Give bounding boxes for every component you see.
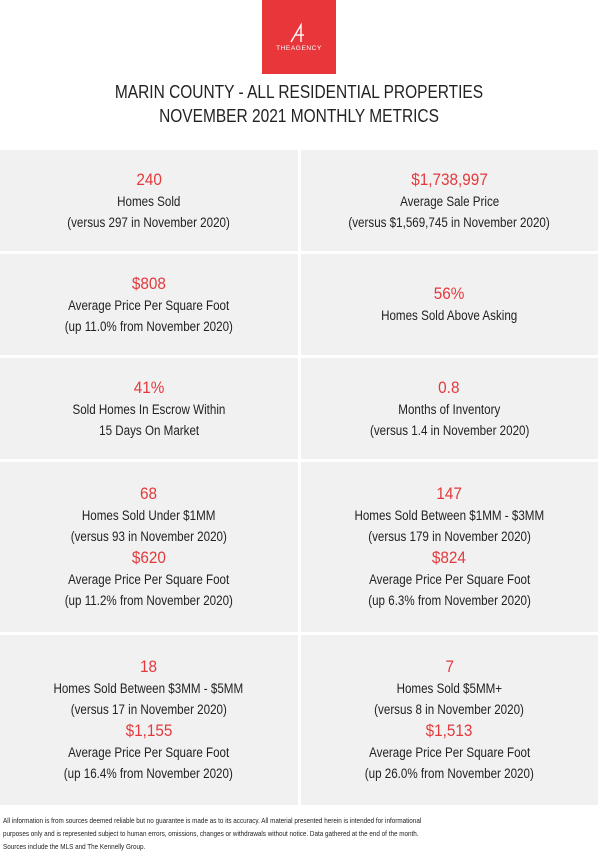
agency-logo-mark-icon: [288, 22, 310, 44]
between-3-5mm-card: 18 Homes Sold Between $3MM - $5MM (versu…: [0, 635, 298, 805]
avg-ppsf-note: (up 11.0% from November 2020): [65, 316, 233, 337]
disclaimer: All information is from sources deemed r…: [3, 814, 531, 853]
avg-sale-price-label: Average Sale Price: [400, 191, 499, 212]
avg-ppsf-card: $808 Average Price Per Square Foot (up 1…: [0, 254, 298, 355]
page-title: MARIN COUNTY - ALL RESIDENTIAL PROPERTIE…: [42, 80, 556, 128]
avg-sale-price-note: (versus $1,569,745 in November 2020): [349, 212, 550, 233]
over-5mm-ppsf-value: $1,513: [426, 720, 473, 742]
between-3-5mm-ppsf-value: $1,155: [125, 720, 172, 742]
metrics-grid: 240 Homes Sold (versus 297 in November 2…: [0, 150, 598, 808]
over-5mm-card: 7 Homes Sold $5MM+ (versus 8 in November…: [298, 635, 598, 805]
escrow-label-line2: 15 Days On Market: [99, 420, 199, 441]
above-asking-card: 56% Homes Sold Above Asking: [298, 254, 598, 355]
between-1-3mm-value: 147: [436, 483, 462, 505]
disclaimer-line3: Sources include the MLS and The Kennelly…: [3, 840, 531, 853]
inventory-value: 0.8: [439, 377, 460, 399]
between-1-3mm-ppsf-note: (up 6.3% from November 2020): [368, 590, 531, 611]
escrow-card: 41% Sold Homes In Escrow Within 15 Days …: [0, 358, 298, 459]
avg-sale-price-card: $1,738,997 Average Sale Price (versus $1…: [298, 150, 598, 251]
between-1-3mm-ppsf-label: Average Price Per Square Foot: [369, 569, 530, 590]
under-1mm-card: 68 Homes Sold Under $1MM (versus 93 in N…: [0, 462, 298, 632]
over-5mm-ppsf-label: Average Price Per Square Foot: [369, 742, 530, 763]
homes-sold-label: Homes Sold: [117, 191, 180, 212]
homes-sold-card: 240 Homes Sold (versus 297 in November 2…: [0, 150, 298, 251]
between-1-3mm-note: (versus 179 in November 2020): [368, 526, 531, 547]
metrics-row-4: 68 Homes Sold Under $1MM (versus 93 in N…: [0, 462, 598, 635]
over-5mm-note: (versus 8 in November 2020): [374, 699, 524, 720]
between-3-5mm-value: 18: [140, 656, 157, 678]
between-1-3mm-ppsf-value: $824: [432, 547, 466, 569]
under-1mm-value: 68: [140, 483, 157, 505]
metrics-row-3: 41% Sold Homes In Escrow Within 15 Days …: [0, 358, 598, 462]
between-3-5mm-note: (versus 17 in November 2020): [71, 699, 227, 720]
under-1mm-ppsf-value: $620: [132, 547, 166, 569]
agency-logo-text: THEAGENCY: [276, 45, 322, 52]
inventory-note: (versus 1.4 in November 2020): [370, 420, 529, 441]
escrow-value: 41%: [133, 377, 164, 399]
under-1mm-note: (versus 93 in November 2020): [71, 526, 227, 547]
above-asking-label: Homes Sold Above Asking: [381, 305, 517, 326]
homes-sold-note: (versus 297 in November 2020): [67, 212, 230, 233]
over-5mm-value: 7: [445, 656, 454, 678]
inventory-card: 0.8 Months of Inventory (versus 1.4 in N…: [298, 358, 598, 459]
between-3-5mm-label: Homes Sold Between $3MM - $5MM: [54, 678, 244, 699]
agency-logo: THEAGENCY: [262, 0, 336, 74]
above-asking-value: 56%: [434, 283, 465, 305]
metrics-row-5: 18 Homes Sold Between $3MM - $5MM (versu…: [0, 635, 598, 808]
homes-sold-value: 240: [136, 169, 162, 191]
avg-sale-price-value: $1,738,997: [411, 169, 488, 191]
under-1mm-ppsf-label: Average Price Per Square Foot: [68, 569, 229, 590]
disclaimer-line2: purposes only and is represented subject…: [3, 827, 531, 840]
between-3-5mm-ppsf-label: Average Price Per Square Foot: [68, 742, 229, 763]
inventory-label: Months of Inventory: [398, 399, 500, 420]
between-1-3mm-label: Homes Sold Between $1MM - $3MM: [354, 505, 544, 526]
avg-ppsf-value: $808: [132, 273, 166, 295]
escrow-label-line1: Sold Homes In Escrow Within: [72, 399, 225, 420]
metrics-row-2: $808 Average Price Per Square Foot (up 1…: [0, 254, 598, 358]
avg-ppsf-label: Average Price Per Square Foot: [68, 295, 229, 316]
over-5mm-ppsf-note: (up 26.0% from November 2020): [365, 763, 534, 784]
page-title-line2: NOVEMBER 2021 MONTHLY METRICS: [42, 104, 556, 128]
metrics-row-1: 240 Homes Sold (versus 297 in November 2…: [0, 150, 598, 254]
disclaimer-line1: All information is from sources deemed r…: [3, 814, 531, 827]
under-1mm-ppsf-note: (up 11.2% from November 2020): [65, 590, 233, 611]
under-1mm-label: Homes Sold Under $1MM: [82, 505, 216, 526]
between-1-3mm-card: 147 Homes Sold Between $1MM - $3MM (vers…: [298, 462, 598, 632]
page-title-line1: MARIN COUNTY - ALL RESIDENTIAL PROPERTIE…: [42, 80, 556, 104]
between-3-5mm-ppsf-note: (up 16.4% from November 2020): [64, 763, 233, 784]
over-5mm-label: Homes Sold $5MM+: [396, 678, 502, 699]
